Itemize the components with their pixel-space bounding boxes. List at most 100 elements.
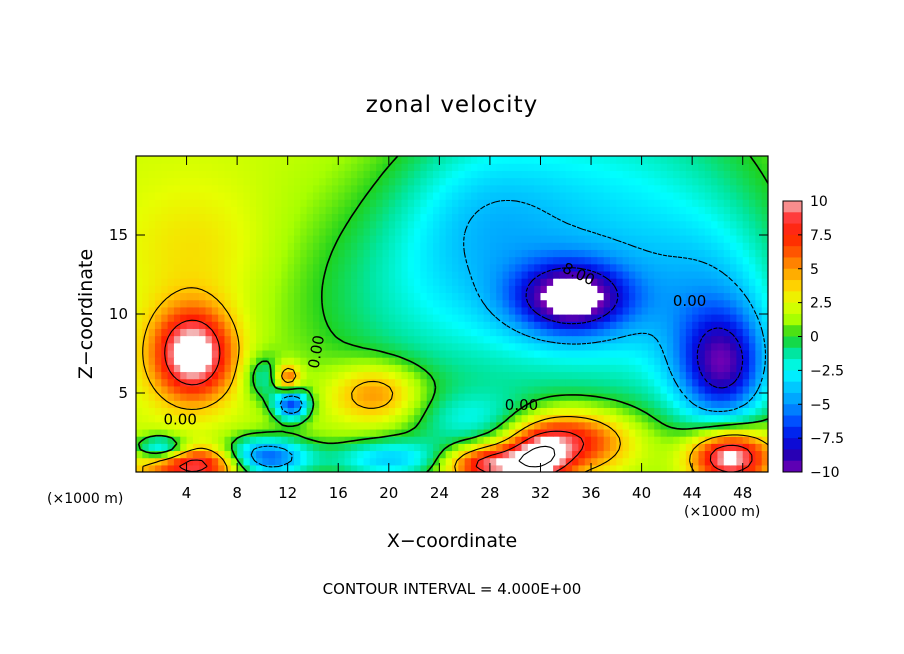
field-cell [711, 357, 719, 365]
field-cell [154, 256, 162, 265]
field-cell [641, 285, 649, 294]
field-cell [224, 199, 232, 207]
field-cell [414, 299, 421, 308]
field-cell [199, 314, 207, 322]
field-cell [325, 464, 333, 472]
field-cell [218, 213, 226, 222]
field-cell [224, 292, 232, 301]
field-cell [717, 299, 725, 308]
field-cell [679, 199, 687, 207]
field-cell [527, 199, 535, 207]
field-cell [546, 436, 554, 444]
field-cell [275, 256, 282, 265]
field-cell [496, 206, 504, 215]
field-cell [692, 393, 700, 401]
field-cell [230, 278, 238, 286]
field-cell [363, 263, 371, 272]
field-cell [641, 436, 649, 444]
field-cell [357, 450, 365, 459]
field-cell [508, 328, 516, 337]
field-cell [249, 184, 257, 193]
field-cell [477, 213, 485, 222]
field-cell [742, 156, 750, 164]
field-cell [382, 321, 390, 329]
field-cell [553, 199, 561, 207]
field-cell [199, 407, 207, 416]
field-cell [723, 270, 731, 279]
field-cell [515, 163, 523, 171]
field-cell [256, 206, 263, 215]
field-cell [426, 191, 434, 200]
field-cell [666, 220, 674, 229]
field-cell [161, 314, 169, 322]
field-cell [445, 421, 453, 430]
field-cell [679, 263, 687, 272]
field-cell [338, 385, 346, 394]
field-cell [584, 285, 592, 294]
field-cell [414, 314, 421, 322]
field-cell [755, 299, 763, 308]
field-cell [224, 163, 232, 171]
field-cell [470, 314, 478, 322]
field-cell [369, 213, 377, 222]
field-cell [660, 156, 668, 164]
field-cell [565, 385, 573, 394]
field-cell [294, 242, 301, 250]
field-cell [300, 170, 308, 179]
field-cell [736, 299, 744, 308]
field-cell [730, 191, 737, 200]
field-cell [281, 414, 289, 423]
field-cell [224, 170, 232, 179]
field-cell [249, 436, 257, 444]
field-cell [477, 371, 485, 380]
field-cell [426, 443, 434, 452]
field-cell [730, 199, 737, 207]
field-cell [603, 385, 611, 394]
field-cell [331, 349, 339, 358]
field-cell [211, 464, 219, 472]
field-cell [679, 335, 687, 344]
field-cell [502, 292, 510, 301]
field-cell [331, 299, 339, 308]
field-cell [527, 335, 535, 344]
field-cell [136, 385, 143, 394]
field-cell [527, 357, 535, 365]
field-cell [287, 184, 295, 193]
field-cell [218, 191, 226, 200]
field-cell [262, 306, 270, 315]
field-cell [395, 414, 403, 423]
field-cell [369, 342, 377, 351]
field-cell [192, 314, 200, 322]
field-cell [344, 256, 352, 265]
field-cell [679, 443, 687, 452]
field-cell [508, 156, 516, 164]
field-cell [287, 177, 295, 186]
field-cell [685, 393, 693, 401]
field-cell [736, 371, 744, 380]
field-cell [730, 163, 737, 171]
field-cell [628, 378, 636, 387]
field-cell [211, 170, 219, 179]
field-cell [395, 378, 403, 387]
field-cell [521, 436, 529, 444]
field-cell [641, 457, 649, 466]
field-cell [527, 371, 535, 380]
field-cell [306, 421, 314, 430]
field-cell [685, 285, 693, 294]
field-cell [597, 163, 605, 171]
field-cell [300, 206, 308, 215]
field-cell [237, 371, 245, 380]
field-cell [294, 235, 301, 243]
field-cell [382, 464, 390, 472]
field-cell [363, 443, 371, 452]
field-cell [306, 407, 314, 416]
field-cell [154, 428, 162, 437]
field-cell [749, 220, 756, 229]
field-cell [338, 371, 346, 380]
field-cell [483, 177, 491, 186]
field-cell [426, 328, 434, 337]
field-cell [458, 299, 466, 308]
field-cell [755, 220, 763, 229]
field-cell [515, 249, 523, 258]
